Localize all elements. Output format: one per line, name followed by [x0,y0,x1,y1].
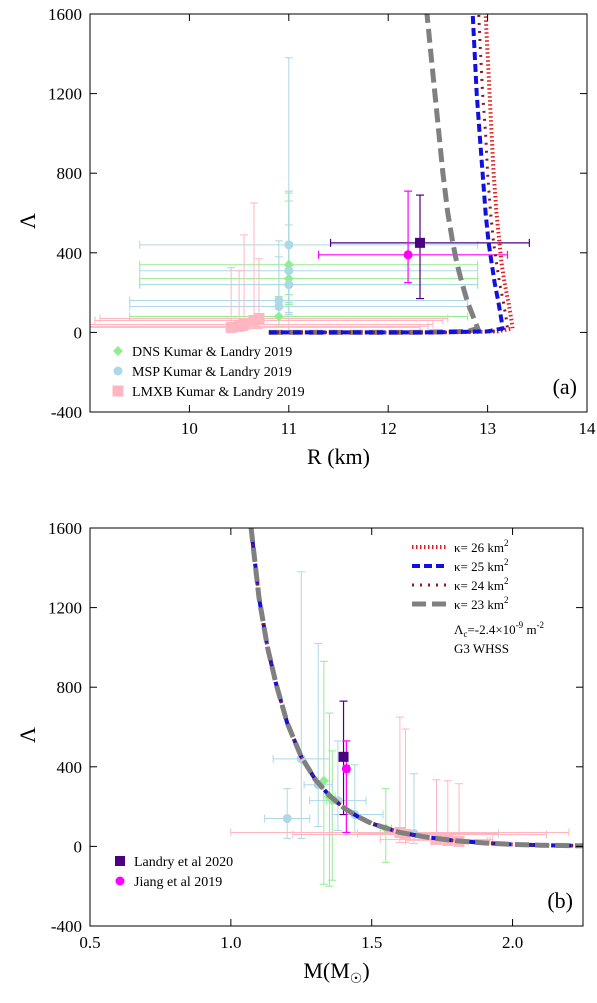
x-tick-label: 1.0 [220,933,241,952]
curve-gray-dash [248,528,583,849]
legend-marker-landry [115,856,125,866]
x-tick-label: 10 [181,419,198,438]
y-tick-label: 1600 [48,519,82,538]
point-lmxb [248,314,260,326]
note-pre: Λ [454,622,464,637]
panel-label: (b) [547,888,573,913]
x-axis-label: R (km) [307,444,370,469]
legend-label: κ= 25 km2 [454,557,509,574]
y-tick-label: 1200 [48,85,82,104]
legend-label-text: κ= 23 km [454,597,504,612]
legend-marker-msp [113,366,123,376]
legend-marker-dns [113,346,123,356]
legend-marker-lmxb [112,385,124,397]
legend-label-sup: 2 [504,595,509,605]
legend-label-sup: 2 [504,557,509,567]
point-landry [415,237,426,248]
legend-label: Jiang et al 2019 [134,875,222,890]
y-tick-label: 0 [74,323,83,342]
legend-label: MSP Kumar & Landry 2019 [132,365,292,380]
point-msp [284,280,294,290]
legend-label: Landry et al 2020 [134,855,233,870]
legend-note-lambda: Λc=-2.4×10-9 m-2 [454,620,544,639]
legend-label: κ= 23 km2 [454,595,509,612]
curve-blue-dash [268,14,505,335]
x-axis-label: M(M☉) [303,958,369,987]
legend-label-text: κ= 26 km [454,540,504,555]
legend-marker-jiang [115,876,125,886]
note-tail: m [523,622,536,637]
plot-area [230,528,583,887]
curve-gray-dash [268,14,481,335]
y-axis-label: Λ [15,727,40,743]
y-tick-label: 1200 [48,599,82,618]
plot-area [90,14,530,335]
x-tick-label: 11 [281,419,297,438]
data-points [225,237,426,333]
legend-label: DNS Kumar & Landry 2019 [132,345,292,360]
legend-note-model: G3 WHSS [454,641,509,656]
point-msp [274,302,284,312]
y-tick-label: 1600 [48,5,82,24]
y-tick-label: 800 [57,678,83,697]
x-tick-label: 0.5 [79,933,100,952]
point-lmxb [225,321,237,333]
axis-ticks: -400 0 400 800 1200 1600 10 11 12 13 14 [48,5,596,438]
point-msp [284,266,294,276]
plot-frame [89,527,584,927]
panel-b-chart: -400 0 400 800 1200 1600 0.5 1.0 1.5 2.0 Λ M(M☉) (b)… [15,519,584,987]
point-msp [282,814,292,824]
panel-label: (a) [553,374,577,399]
x-axis-label-tail: ) [362,958,369,983]
x-tick-label: 13 [479,419,496,438]
legend-label: LMXB Kumar & Landry 2019 [132,385,305,400]
legend-label-sup: 2 [504,576,509,586]
curves [268,14,515,335]
legend-b-points: Landry et al 2020 Jiang et al 2019 [115,855,233,890]
legend-label: κ= 24 km2 [454,576,509,593]
error-bars [90,57,530,333]
x-axis-label-sub: ☉ [350,972,363,987]
x-tick-label: 1.5 [361,933,382,952]
axis-ticks: -400 0 400 800 1200 1600 0.5 1.0 1.5 2.0 [48,519,583,952]
plot-frame [89,13,588,413]
note-sub: c [463,629,467,639]
curves [248,528,583,849]
legend-a: DNS Kumar & Landry 2019 MSP Kumar & Landr… [112,345,305,400]
point-jiang [403,250,413,260]
note-sup: -9 [516,620,524,630]
y-tick-label: 0 [74,837,83,856]
note-mid: =-2.4×10 [467,622,515,637]
error-bars [230,571,570,887]
point-landry [338,751,349,762]
y-tick-label: -400 [51,403,82,422]
x-tick-label: 14 [579,419,597,438]
legend-label-text: κ= 25 km [454,559,504,574]
legend-label-sup: 2 [504,538,509,548]
x-tick-label: 2.0 [502,933,523,952]
point-msp [284,240,294,250]
y-tick-label: -400 [51,917,82,936]
y-tick-label: 400 [57,244,83,263]
curve-maroon-dots [268,14,510,334]
y-tick-label: 400 [57,758,83,777]
panel-a-chart: -400 0 400 800 1200 1600 10 11 12 13 14 Λ R (km) (a) D… [15,5,596,469]
y-axis-label: Λ [15,213,40,229]
legend-label: κ= 26 km2 [454,538,509,555]
note-sup2: -2 [537,620,545,630]
point-lmxb [233,320,245,332]
x-tick-label: 12 [380,419,397,438]
x-axis-label-main: M(M [303,958,349,983]
point-dns [273,311,284,322]
y-tick-label: 800 [57,164,83,183]
legend-label-text: κ= 24 km [454,578,504,593]
point-jiang [341,764,351,774]
